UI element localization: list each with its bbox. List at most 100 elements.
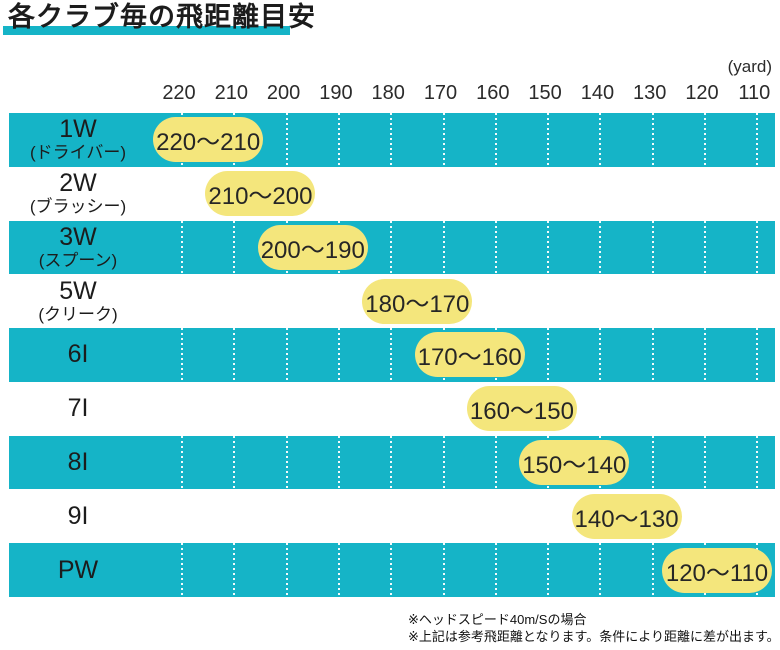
gridline <box>756 220 759 275</box>
axis-tick-label: 140 <box>580 82 615 104</box>
gridline <box>651 328 654 382</box>
gridline <box>442 220 445 275</box>
club-name: 2W <box>59 169 97 198</box>
club-name: 5W <box>59 276 97 305</box>
title-underline <box>3 26 290 35</box>
axis-tick-label: 160 <box>476 82 510 104</box>
gridline <box>390 113 393 167</box>
page-title: 各クラブ毎の飛距離目安 <box>8 2 316 32</box>
footnotes: ※ヘッドスピード40m/Sの場合 ※上記は参考飛距離となります。条件により距離に… <box>408 611 780 645</box>
gridline <box>547 113 550 167</box>
axis-tick-label: 180 <box>371 82 405 104</box>
gridline <box>651 113 654 167</box>
axis-tick-label: 150 <box>528 82 562 104</box>
gridline <box>285 113 288 167</box>
club-row: 5W (クリーク) 180〜170 <box>9 274 775 328</box>
club-row: 2W (ブラッシー) 210〜200 <box>9 167 775 221</box>
gridline <box>442 113 445 167</box>
gridline <box>704 113 706 167</box>
gridline <box>337 113 340 167</box>
gridline <box>337 543 340 597</box>
gridline <box>442 435 445 490</box>
club-name: 1W <box>59 115 97 144</box>
gridline <box>547 543 550 597</box>
club-label: 2W (ブラッシー) <box>9 167 147 221</box>
page-header: 各クラブ毎の飛距離目安 <box>0 0 780 46</box>
club-label: 8I <box>9 436 147 490</box>
gridline <box>285 435 288 490</box>
gridline <box>390 435 393 490</box>
gridline <box>442 543 445 597</box>
gridline <box>181 328 183 382</box>
gridline <box>756 113 759 167</box>
axis-tick-label: 110 <box>738 82 771 104</box>
distance-range-label: 140〜130 <box>574 505 679 533</box>
gridline <box>233 328 236 382</box>
club-label: 6I <box>9 328 147 382</box>
distance-range-pill: 140〜130 <box>571 493 682 539</box>
gridline <box>704 435 706 490</box>
gridline <box>181 543 183 597</box>
gridline <box>233 543 236 597</box>
club-name: 9I <box>67 501 89 530</box>
gridline <box>390 543 393 597</box>
gridline <box>285 543 288 597</box>
axis-unit-label: (yard) <box>727 57 772 76</box>
gridline <box>181 220 183 275</box>
axis-tick-label: 120 <box>685 82 719 104</box>
distance-range-pill: 220〜210 <box>153 117 264 163</box>
club-name: 3W <box>59 222 97 251</box>
gridline <box>651 220 654 275</box>
axis-tick-label: 220 <box>162 82 196 104</box>
gridline <box>494 543 497 597</box>
distance-range-label: 200〜190 <box>260 236 365 264</box>
distance-range-label: 220〜210 <box>156 129 261 157</box>
gridline <box>651 543 654 597</box>
club-label: 1W (ドライバー) <box>9 113 147 167</box>
club-name: 7I <box>67 394 89 423</box>
club-label: 9I <box>9 489 147 543</box>
gridline <box>547 328 550 382</box>
club-subname: (ブラッシー) <box>29 197 127 217</box>
distance-range-pill: 210〜200 <box>205 171 316 217</box>
gridline <box>494 435 497 490</box>
axis-tick-label: 190 <box>319 82 353 104</box>
club-subname: (ドライバー) <box>30 143 126 163</box>
gridline <box>181 435 183 490</box>
axis-tick-label: 170 <box>423 82 458 104</box>
club-subname: (クリーク) <box>38 304 118 324</box>
club-row: 1W (ドライバー) 220〜210 <box>9 113 775 167</box>
club-row: 7I 160〜150 <box>9 382 775 436</box>
distance-range-label: 180〜170 <box>365 290 470 318</box>
axis-tick-label: 130 <box>633 82 667 104</box>
gridline <box>599 113 602 167</box>
gridline <box>233 220 236 275</box>
footnote-disclaimer: ※上記は参考飛距離となります。条件により距離に差が出ます。 <box>408 629 780 644</box>
distance-range-label: 150〜140 <box>522 452 627 480</box>
club-row: 8I 150〜140 <box>9 435 775 490</box>
gridline <box>599 328 602 382</box>
distance-range-pill: 170〜160 <box>414 332 525 378</box>
club-label: 5W (クリーク) <box>9 274 147 328</box>
distance-range-label: 210〜200 <box>208 183 313 211</box>
distance-range-pill: 180〜170 <box>362 278 473 324</box>
gridline <box>547 220 550 275</box>
club-label: PW <box>9 543 147 597</box>
club-row: PW 120〜110 <box>9 543 775 597</box>
gridline <box>599 543 602 597</box>
axis-tick-label: 210 <box>214 82 248 104</box>
club-subname: (スプーン) <box>38 250 118 270</box>
gridline <box>233 435 236 490</box>
distance-range-pill: 160〜150 <box>466 386 577 432</box>
distance-range-pill: 200〜190 <box>257 224 368 270</box>
club-row: 3W (スプーン) 200〜190 <box>9 220 775 275</box>
distance-range-label: 170〜160 <box>417 344 522 372</box>
axis-tick-label: 200 <box>266 82 301 104</box>
distance-range-label: 120〜110 <box>665 559 769 587</box>
gridline <box>704 328 706 382</box>
distance-range-label: 160〜150 <box>469 398 574 426</box>
footnote-headspeed: ※ヘッドスピード40m/Sの場合 <box>408 612 587 627</box>
club-row: 6I 170〜160 <box>9 328 775 382</box>
club-label: 3W (スプーン) <box>9 221 147 275</box>
gridline <box>337 435 340 490</box>
